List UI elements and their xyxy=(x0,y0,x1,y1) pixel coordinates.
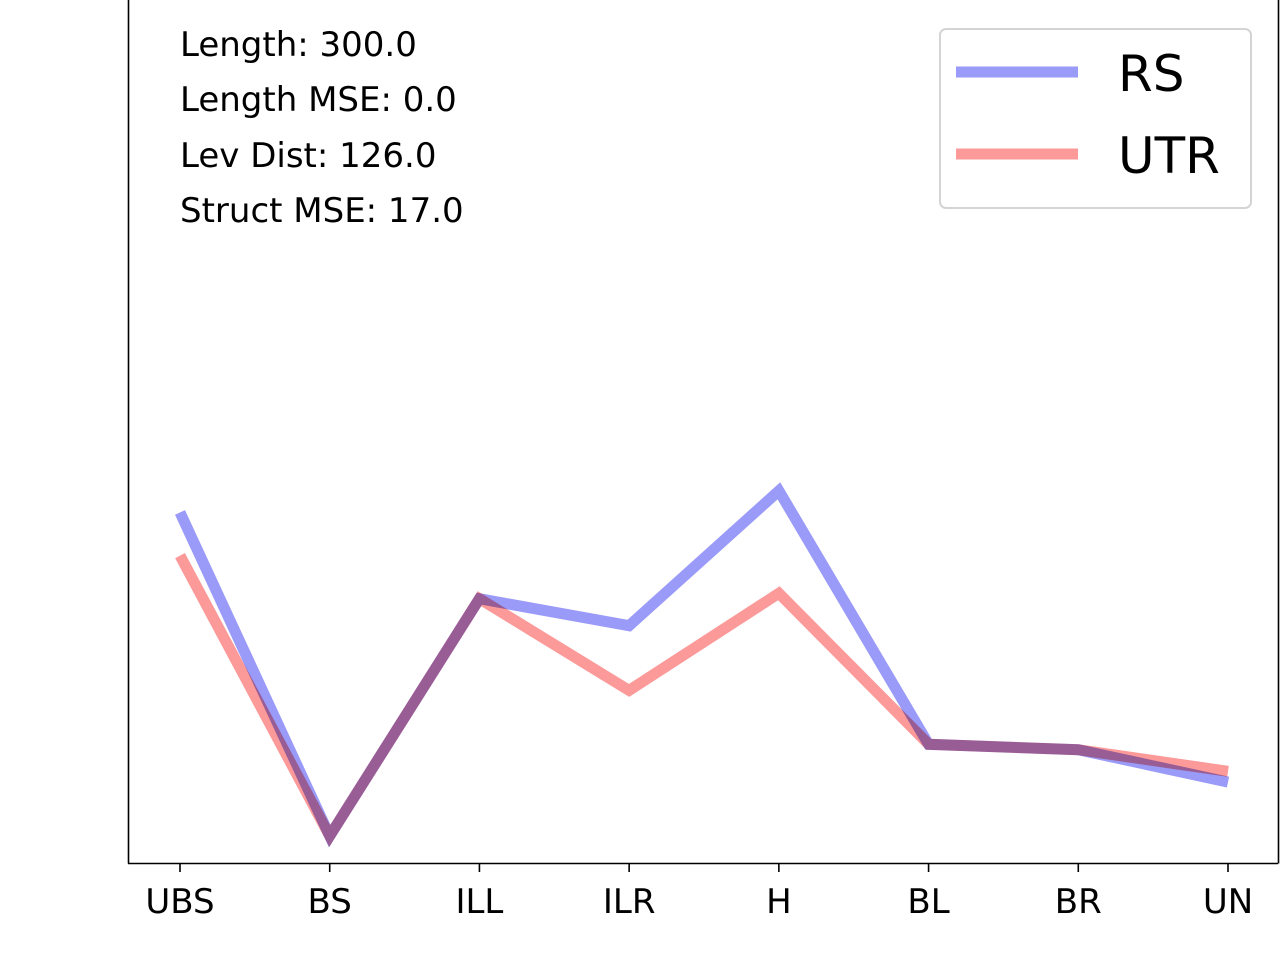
x-tick-label-ilr: ILR xyxy=(603,882,656,922)
legend: RS UTR xyxy=(939,28,1252,209)
annotation-block: Length: 300.0 Length MSE: 0.0 Lev Dist: … xyxy=(180,25,464,231)
x-tick-label-bs: BS xyxy=(308,882,352,922)
x-tick-label-ubs: UBS xyxy=(145,882,214,922)
annotation-length-mse: Length MSE: 0.0 xyxy=(180,80,457,120)
series-line-utr xyxy=(175,553,1229,847)
legend-label-rs: RS xyxy=(1118,45,1184,103)
annotation-length: Length: 300.0 xyxy=(180,25,417,65)
annotation-struct-mse: Struct MSE: 17.0 xyxy=(180,191,464,231)
x-tick-label-h: H xyxy=(766,882,792,922)
x-tick-label-br: BR xyxy=(1055,882,1102,922)
x-axis-ticks: UBS BS ILL ILR H BL BR UN xyxy=(145,863,1253,922)
annotation-lev-dist: Lev Dist: 126.0 xyxy=(180,136,436,176)
series-layer xyxy=(175,482,1230,848)
x-tick-label-ill: ILL xyxy=(455,882,503,922)
x-tick-label-bl: BL xyxy=(907,882,949,922)
x-tick-label-un: UN xyxy=(1203,882,1253,922)
legend-label-utr: UTR xyxy=(1118,127,1220,185)
